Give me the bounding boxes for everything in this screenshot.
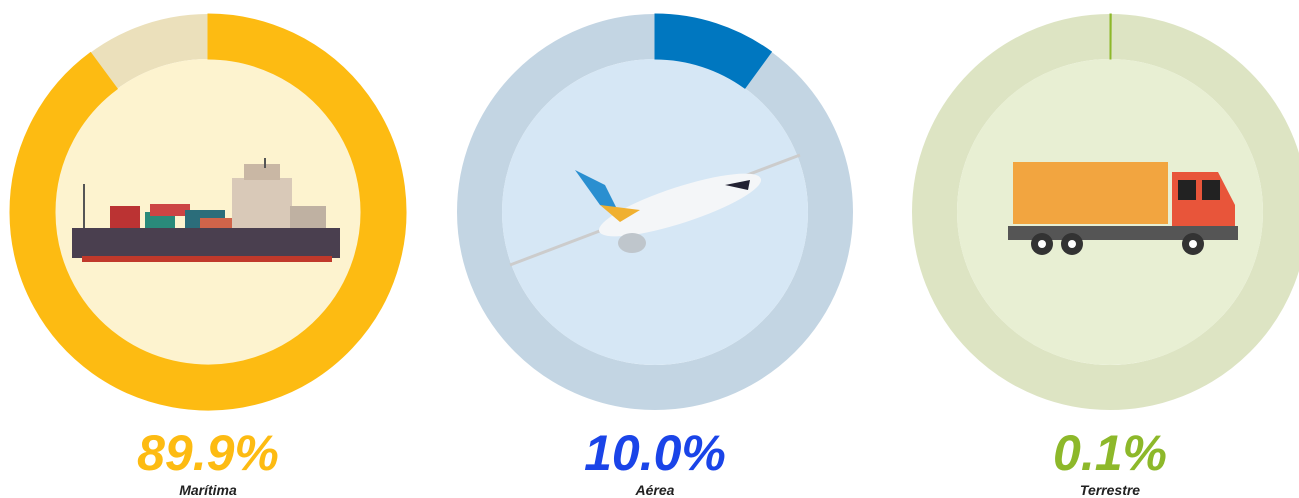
percent-label: 0.1%: [1053, 425, 1167, 481]
percent-label: 10.0%: [584, 425, 726, 481]
category-label: Aérea: [635, 482, 675, 498]
category-label: Terrestre: [1080, 482, 1140, 498]
donut-segment: [1110, 14, 1111, 59]
percent-label: 89.9%: [137, 425, 279, 481]
category-label: Marítima: [179, 482, 237, 498]
infographic: 89.9%Marítima 10.0%Aérea 0.1%Terrestre: [0, 0, 1299, 498]
